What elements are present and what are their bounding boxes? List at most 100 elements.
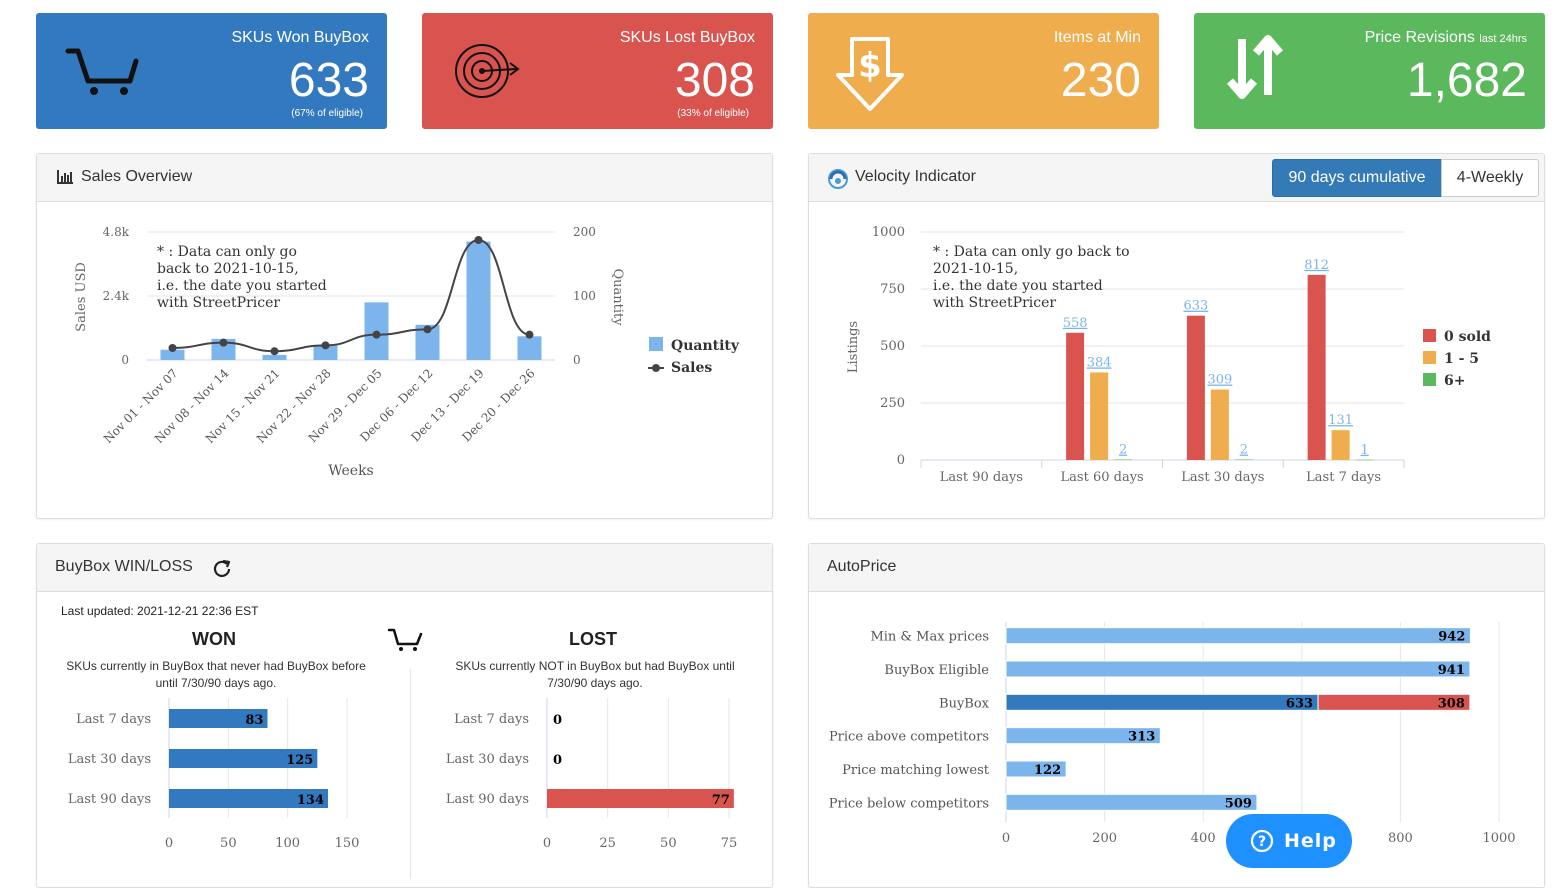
- sales-point: [270, 347, 279, 356]
- four-weekly-button[interactable]: 4-Weekly: [1441, 159, 1539, 197]
- quantity-bar: [211, 338, 236, 360]
- data-label: 134: [297, 793, 324, 808]
- lost-description: SKUs currently NOT in BuyBox but had Buy…: [455, 659, 735, 690]
- legend-label: 0 sold: [1444, 329, 1491, 345]
- data-label: 131: [1328, 413, 1353, 428]
- x-tick-label: Last 60 days: [1061, 470, 1144, 485]
- quantity-bar: [517, 336, 542, 360]
- data-label: 0: [553, 753, 562, 768]
- kpi-card-price-revisions: Price Revisions last 24hrs 1,682: [1194, 13, 1545, 129]
- quantity-bar: [262, 354, 287, 360]
- kpi-title: SKUs Lost BuyBox: [619, 29, 755, 46]
- sales-point: [423, 325, 432, 334]
- y2-axis-label: Quantity: [610, 268, 625, 326]
- data-note: back to 2021-10-15,: [157, 261, 299, 277]
- kpi-title: Items at Min: [1053, 29, 1141, 46]
- x-tick-label: 1000: [1482, 831, 1515, 846]
- data-label: 313: [1128, 730, 1155, 745]
- kpi-card-skus-lost: SKUs Lost BuyBox 308 (33% of eligible): [422, 13, 773, 129]
- kpi-subtext: (33% of eligible): [677, 108, 749, 119]
- help-button[interactable]: ? Help: [1226, 814, 1352, 868]
- autoprice-bar: [1317, 693, 1471, 711]
- x-tick-label: 25: [599, 836, 616, 851]
- lost-title: LOST: [569, 629, 617, 649]
- ninety-days-cumulative-button[interactable]: 90 days cumulative: [1272, 159, 1442, 197]
- data-note: with StreetPricer: [933, 295, 1056, 311]
- kpi-title: SKUs Won BuyBox: [231, 29, 369, 46]
- x-tick-label: 150: [335, 836, 360, 851]
- y-tick-label: 4.8k: [103, 225, 130, 239]
- y-tick-label: 0: [121, 353, 129, 367]
- data-label: 125: [286, 753, 313, 768]
- autoprice-bar: [1005, 760, 1067, 778]
- sales-point: [474, 236, 483, 244]
- velocity-bar: [1331, 430, 1350, 460]
- panel-title: BuyBox WIN/LOSS: [55, 558, 193, 575]
- legend-label: 6+: [1444, 373, 1465, 389]
- data-label: 633: [1286, 696, 1313, 711]
- up-down-arrows-icon: [1226, 35, 1284, 99]
- kpi-subtext: (67% of eligible): [291, 108, 363, 119]
- x-tick-label: Last 7 days: [1306, 470, 1381, 485]
- bar: [169, 749, 318, 768]
- velocity-chart: 0 250 500 750 1000 Listings Last 90 days Last 6…: [846, 225, 1491, 485]
- y-tick-label: Last 7 days: [454, 712, 529, 727]
- sales-point: [525, 330, 534, 339]
- sales-overview-panel: Sales Overview 0 0 2.4k 100 4.8k 200 Sales USD…: [36, 153, 773, 519]
- y-tick-label: Min & Max prices: [870, 630, 989, 645]
- kpi-title: Price Revisions last 24hrs: [1364, 29, 1527, 46]
- y-tick-label: Last 90 days: [446, 792, 529, 807]
- x-axis-label: Weeks: [328, 463, 374, 479]
- velocity-icon: [828, 169, 848, 189]
- data-note: i.e. the date you started: [933, 278, 1103, 294]
- velocity-indicator-panel: Velocity Indicator 90 days cumulative 4-…: [808, 153, 1545, 519]
- legend-swatch: [1423, 373, 1436, 386]
- refresh-icon[interactable]: [213, 559, 231, 577]
- legend-label: Sales: [671, 360, 712, 376]
- velocity-bar: [1090, 372, 1109, 460]
- kpi-value: 633: [288, 54, 369, 107]
- y-tick-label: Price below competitors: [829, 796, 989, 811]
- data-note: * : Data can only go back to: [933, 244, 1130, 260]
- kpi-card-skus-won: SKUs Won BuyBox 633 (67% of eligible): [36, 13, 387, 129]
- bar: [169, 709, 268, 728]
- y-axis-label: Sales USD: [74, 262, 89, 332]
- x-tick-label: 50: [220, 836, 237, 851]
- y2-tick-label: 0: [573, 353, 581, 367]
- velocity-bar: [1210, 389, 1229, 460]
- legend-swatch-quantity: [649, 337, 663, 351]
- kpi-value: 1,682: [1406, 54, 1527, 107]
- data-label: 812: [1304, 258, 1329, 273]
- sales-point: [219, 338, 228, 347]
- data-label: 83: [245, 713, 263, 728]
- data-label: 308: [1438, 696, 1465, 711]
- velocity-bar: [1234, 459, 1253, 461]
- x-tick-label: 800: [1388, 831, 1413, 846]
- y-tick-label: 250: [880, 396, 905, 411]
- data-label: 2: [1119, 443, 1127, 458]
- sales-point: [321, 341, 330, 350]
- x-tick-label: 75: [721, 836, 738, 851]
- velocity-bar: [1307, 274, 1326, 460]
- bar-chart-icon: [57, 170, 73, 184]
- y2-tick-label: 100: [573, 289, 596, 303]
- sales-point: [372, 330, 381, 339]
- kpi-card-items-at-min: $ Items at Min 230: [808, 13, 1159, 129]
- y-tick-label: Last 30 days: [446, 752, 529, 767]
- x-tick-label: 0: [543, 836, 551, 851]
- x-tick-label: 50: [660, 836, 677, 851]
- data-label: 77: [712, 793, 730, 808]
- y-tick-label: Last 30 days: [68, 752, 151, 767]
- panel-title: AutoPrice: [827, 558, 897, 575]
- data-label: 1: [1360, 443, 1368, 458]
- y-tick-label: 2.4k: [103, 289, 130, 303]
- question-circle-icon: ?: [1250, 829, 1274, 853]
- quantity-bar: [160, 349, 185, 360]
- y-tick-label: 750: [880, 282, 905, 297]
- velocity-bar: [1355, 459, 1374, 461]
- data-note: i.e. the date you started: [157, 278, 327, 294]
- help-label: Help: [1284, 830, 1337, 852]
- y-tick-label: BuyBox Eligible: [884, 663, 989, 678]
- won-chart: 0 50 100 150 Last 7 days 83 Last 30 days 125 Las…: [68, 698, 360, 851]
- y-tick-label: Price above competitors: [829, 730, 989, 745]
